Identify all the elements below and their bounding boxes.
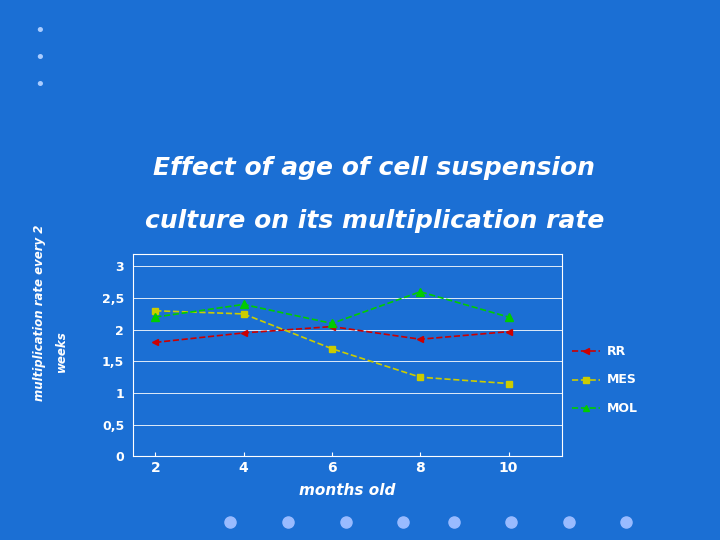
Text: weeks: weeks	[55, 330, 68, 372]
Text: MOL: MOL	[607, 402, 638, 415]
Text: •: •	[35, 22, 45, 39]
Text: multiplication rate every 2: multiplication rate every 2	[33, 225, 46, 401]
Text: culture on its multiplication rate: culture on its multiplication rate	[145, 209, 604, 233]
X-axis label: months old: months old	[300, 483, 395, 498]
Text: •: •	[35, 76, 45, 93]
Text: RR: RR	[607, 345, 626, 357]
Text: •: •	[35, 49, 45, 66]
Text: MES: MES	[607, 373, 636, 386]
Text: Effect of age of cell suspension: Effect of age of cell suspension	[153, 156, 595, 180]
